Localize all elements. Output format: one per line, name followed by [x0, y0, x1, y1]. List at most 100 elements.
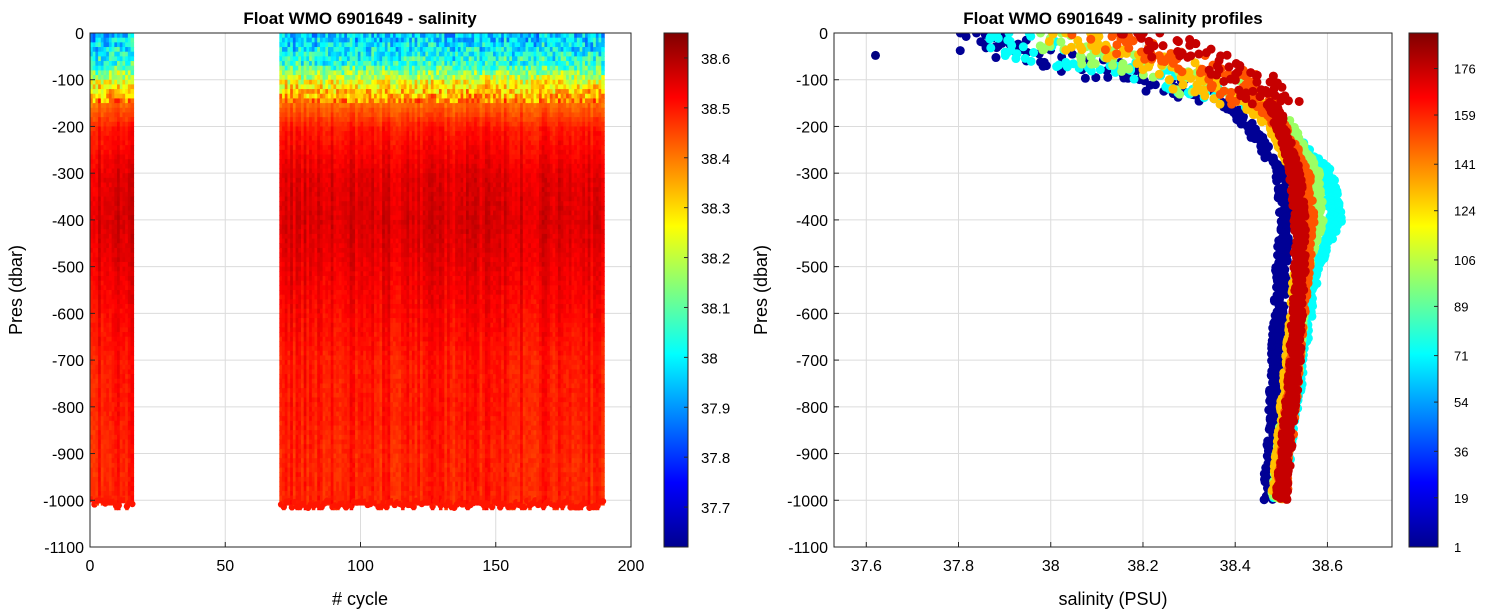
heatmap-cell	[130, 472, 135, 478]
heatmap-cell	[130, 173, 135, 179]
heatmap-cell	[90, 84, 94, 90]
heatmap-cell	[298, 458, 302, 464]
heatmap-cell	[309, 486, 313, 492]
heatmap-cell	[295, 411, 300, 417]
heatmap-cell	[292, 205, 297, 212]
heatmap-cell	[279, 79, 283, 85]
heatmap-cell	[122, 182, 126, 188]
heatmap-cell	[108, 290, 113, 296]
heatmap-cell	[117, 411, 121, 417]
heatmap-cell	[100, 107, 105, 114]
heatmap-cell	[117, 215, 121, 221]
heatmap-cell	[317, 350, 321, 357]
heatmap-cell	[292, 266, 297, 272]
heatmap-cell	[292, 107, 297, 114]
heatmap-cell	[114, 439, 118, 445]
heatmap-cell	[106, 322, 110, 328]
heatmap-cell	[90, 79, 94, 85]
heatmap-cell	[322, 224, 327, 230]
heatmap-cell	[330, 135, 335, 142]
heatmap-cell	[330, 84, 335, 90]
heatmap-cell	[103, 294, 108, 300]
heatmap-cell	[330, 313, 335, 319]
heatmap-cell	[311, 481, 316, 487]
heatmap-cell	[298, 388, 302, 394]
heatmap-cell	[322, 290, 327, 296]
heatmap-cell	[279, 154, 283, 160]
heatmap-cell	[108, 402, 113, 408]
heatmap-cell	[295, 37, 300, 43]
heatmap-cell	[114, 107, 118, 114]
heatmap-cell	[114, 61, 118, 67]
heatmap-cell	[125, 159, 129, 165]
heatmap-cell	[117, 107, 121, 114]
heatmap-cell	[309, 271, 313, 277]
heatmap-cell	[314, 149, 319, 156]
heatmap-cell	[330, 462, 335, 469]
heatmap-cell	[303, 182, 308, 188]
heatmap-cell	[303, 467, 308, 473]
heatmap-cell	[319, 462, 324, 469]
heatmap-cell	[117, 247, 121, 254]
heatmap-cell	[117, 182, 121, 188]
heatmap-cell	[317, 177, 321, 184]
heatmap-cell	[300, 280, 305, 286]
heatmap-cell	[119, 416, 124, 422]
heatmap-cell	[295, 341, 300, 347]
heatmap-cell	[111, 490, 116, 497]
heatmap-cell	[325, 355, 329, 361]
heatmap-cell	[292, 89, 297, 95]
heatmap-cell	[292, 271, 297, 277]
heatmap-cell	[311, 388, 316, 394]
heatmap-cell	[325, 280, 329, 286]
heatmap-cell	[290, 397, 294, 403]
heatmap-cell	[300, 318, 305, 324]
heatmap-cell	[125, 107, 129, 114]
heatmap-cell	[309, 308, 313, 314]
heatmap-cell	[119, 360, 124, 366]
heatmap-cell	[279, 173, 283, 179]
heatmap-cell	[108, 448, 113, 455]
heatmap-cell	[300, 495, 305, 501]
heatmap-cell	[125, 70, 129, 76]
heatmap-cell	[325, 229, 329, 235]
heatmap-cell	[111, 280, 116, 286]
heatmap-cell	[284, 215, 289, 221]
heatmap-cell	[106, 472, 110, 478]
heatmap-cell	[290, 126, 294, 132]
heatmap-cell	[119, 252, 124, 258]
heatmap-cell	[114, 290, 118, 296]
heatmap-cell	[119, 411, 124, 417]
heatmap-cell	[92, 219, 97, 226]
heatmap-cell	[295, 369, 300, 375]
heatmap-cell	[306, 374, 310, 380]
heatmap-cell	[303, 126, 308, 132]
heatmap-cell	[279, 304, 283, 310]
heatmap-cell	[125, 374, 129, 380]
heatmap-cell	[106, 126, 110, 132]
heatmap-cell	[300, 299, 305, 305]
heatmap-cell	[303, 117, 308, 123]
heatmap-cell	[127, 332, 132, 338]
heatmap-cell	[325, 177, 329, 184]
heatmap-cell	[108, 318, 113, 324]
heatmap-cell	[108, 350, 113, 357]
heatmap-cell	[314, 201, 319, 207]
heatmap-cell	[125, 453, 129, 459]
heatmap-cell	[328, 84, 332, 90]
heatmap-cell	[95, 205, 99, 212]
heatmap-cell	[111, 205, 116, 212]
heatmap-cell	[111, 247, 116, 254]
heatmap-cell	[114, 233, 118, 240]
heatmap-cell	[284, 336, 289, 342]
heatmap-cell	[290, 406, 294, 413]
heatmap-cell	[295, 346, 300, 352]
heatmap-cell	[292, 229, 297, 235]
heatmap-cell	[103, 159, 108, 165]
heatmap-cell	[322, 37, 327, 43]
heatmap-cell	[95, 444, 99, 450]
heatmap-cell	[328, 135, 332, 142]
heatmap-cell	[325, 299, 329, 305]
heatmap-cell	[119, 490, 124, 497]
heatmap-cell	[314, 336, 319, 342]
